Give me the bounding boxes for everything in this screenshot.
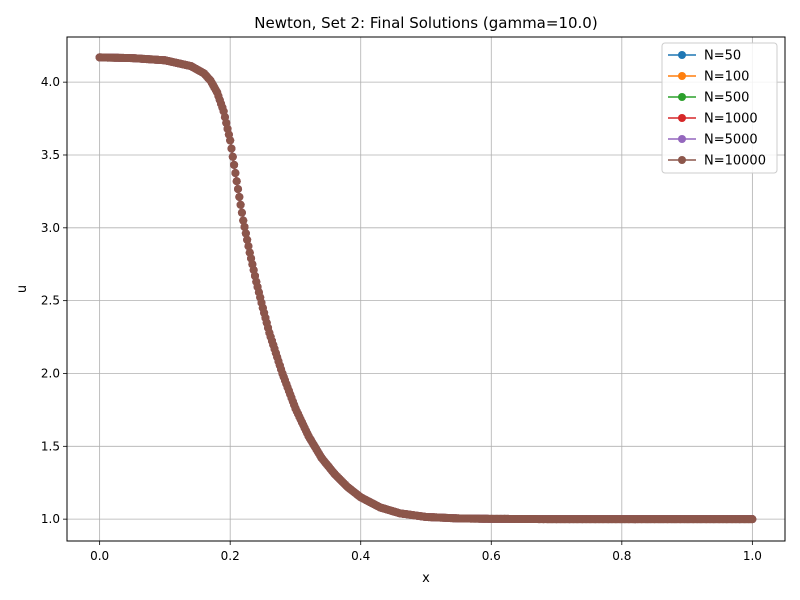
legend-marker bbox=[678, 93, 686, 101]
series-layer bbox=[95, 53, 757, 524]
series-point bbox=[239, 216, 248, 225]
series-point bbox=[244, 242, 253, 251]
plot-frame bbox=[66, 36, 786, 542]
y-tick-label: 4.0 bbox=[41, 75, 60, 89]
y-axis-title: u bbox=[15, 285, 30, 293]
y-tick-label: 3.5 bbox=[41, 148, 60, 162]
x-tick-label: 0.8 bbox=[612, 549, 631, 563]
x-tick-label: 0.0 bbox=[90, 549, 109, 563]
series-point bbox=[237, 208, 246, 217]
legend-label: N=5000 bbox=[704, 133, 758, 148]
x-tick-label: 0.6 bbox=[482, 549, 501, 563]
legend-item: N=10000 bbox=[668, 154, 766, 169]
legend-item: N=100 bbox=[668, 70, 749, 85]
x-tick-label: 0.2 bbox=[221, 549, 240, 563]
series-point bbox=[230, 160, 239, 169]
legend-item: N=5000 bbox=[668, 133, 758, 148]
legend-marker bbox=[678, 156, 686, 164]
series-point bbox=[240, 222, 249, 231]
series-point bbox=[235, 192, 244, 201]
series-point bbox=[227, 144, 236, 153]
x-axis-title: x bbox=[422, 571, 430, 586]
series-point bbox=[243, 235, 252, 244]
series-point bbox=[748, 515, 757, 524]
legend-item: N=50 bbox=[668, 49, 741, 64]
series-point bbox=[232, 177, 241, 186]
series-point bbox=[236, 200, 245, 209]
legend-marker bbox=[678, 72, 686, 80]
series-point bbox=[228, 152, 237, 161]
y-ticks: 1.0 1.5 2.0 2.5 3.0 3.5 4.0 bbox=[41, 75, 67, 526]
legend-label: N=500 bbox=[704, 91, 749, 106]
legend-label: N=1000 bbox=[704, 112, 758, 127]
chart-title: Newton, Set 2: Final Solutions (gamma=10… bbox=[254, 14, 597, 32]
series-point bbox=[234, 185, 243, 194]
series-point bbox=[241, 229, 250, 238]
legend-item: N=1000 bbox=[668, 112, 758, 127]
y-tick-label: 1.5 bbox=[41, 439, 60, 453]
legend-label: N=100 bbox=[704, 70, 749, 85]
legend-item: N=500 bbox=[668, 91, 749, 106]
y-tick-label: 3.0 bbox=[41, 221, 60, 235]
y-tick-label: 2.0 bbox=[41, 366, 60, 380]
x-ticks: 0.0 0.2 0.4 0.6 0.8 1.0 bbox=[90, 541, 762, 563]
legend-marker bbox=[678, 51, 686, 59]
x-tick-label: 0.4 bbox=[351, 549, 370, 563]
series-point bbox=[231, 169, 240, 178]
series-n-10000 bbox=[95, 53, 757, 524]
series-point bbox=[226, 136, 235, 145]
legend-marker bbox=[678, 114, 686, 122]
grid bbox=[67, 37, 785, 541]
legend: N=50 N=100 N=500 N=1000 N=5000 N=10000 bbox=[661, 42, 778, 174]
legend-label: N=50 bbox=[704, 49, 741, 64]
y-tick-label: 1.0 bbox=[41, 512, 60, 526]
x-tick-label: 1.0 bbox=[743, 549, 762, 563]
y-tick-label: 2.5 bbox=[41, 294, 60, 308]
legend-label: N=10000 bbox=[704, 154, 766, 169]
legend-marker bbox=[678, 135, 686, 143]
